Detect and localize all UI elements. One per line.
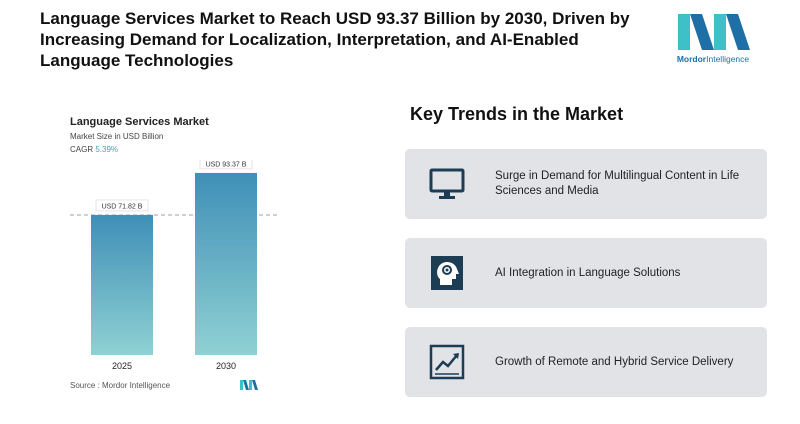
trend-card-1: Surge in Demand for Multilingual Content…: [405, 149, 767, 219]
trend-label-1: Surge in Demand for Multilingual Content…: [495, 170, 740, 197]
trend-label-3: Growth of Remote and Hybrid Service Deli…: [495, 355, 734, 368]
data-label-2025: USD 71.82 B: [102, 203, 143, 210]
bar-chart: USD 71.82 B 2025 USD 93.37 B 2030: [70, 160, 280, 371]
trends-title: Key Trends in the Market: [410, 104, 624, 124]
bar-2025: [91, 214, 153, 355]
trend-card-2: AI Integration in Language Solutions: [405, 238, 767, 308]
growth-chart-icon: [427, 342, 467, 382]
brand-name: MordorIntelligence: [676, 54, 750, 64]
chart-source: Source : Mordor Intelligence: [70, 381, 171, 390]
cagr-value: 5.39%: [95, 145, 119, 154]
category-label-2030: 2030: [216, 361, 236, 371]
brand-logo: MordorIntelligence: [668, 10, 758, 70]
trend-label-2: AI Integration in Language Solutions: [495, 266, 681, 279]
category-label-2025: 2025: [112, 361, 132, 371]
chart-subtitle: Market Size in USD Billion: [70, 132, 164, 141]
data-label-2030: USD 93.37 B: [206, 161, 247, 168]
data-label-box-2030: [199, 160, 253, 170]
chart-cagr: CAGR 5.39%: [70, 145, 118, 154]
chart-title: Language Services Market: [70, 116, 209, 128]
bar-2030: [195, 172, 257, 355]
mini-logo-icon: [240, 380, 258, 390]
data-label-box-2025: [95, 199, 149, 212]
headline: Language Services Market to Reach USD 93…: [40, 9, 630, 70]
mordor-logo-icon: [678, 14, 750, 50]
trend-card-3: Growth of Remote and Hybrid Service Deli…: [405, 327, 767, 397]
monitor-icon: [427, 164, 467, 204]
cagr-label: CAGR: [70, 145, 94, 154]
ai-head-icon: [427, 253, 467, 293]
